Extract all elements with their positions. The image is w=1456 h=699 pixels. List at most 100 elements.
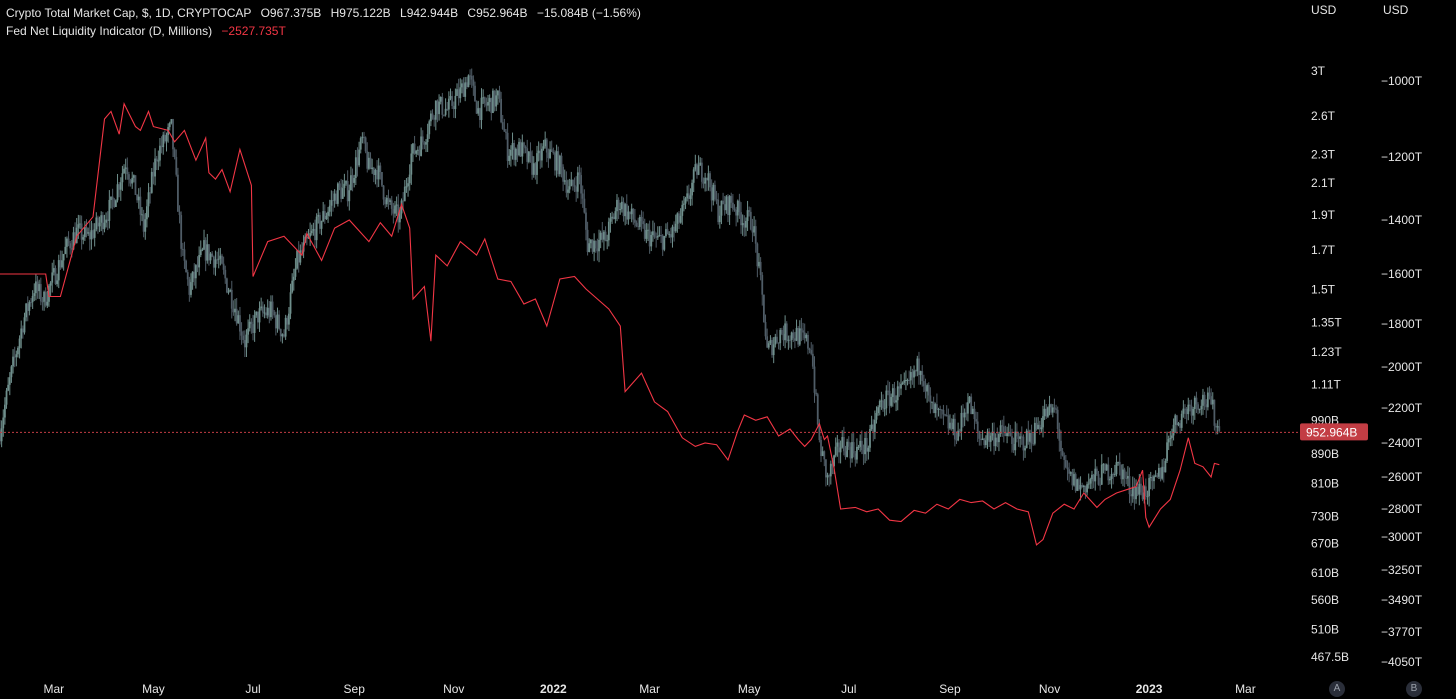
candle-body (1074, 474, 1077, 491)
candle-body (1056, 409, 1059, 429)
time-axis-tick-label: Mar (639, 682, 660, 696)
time-axis[interactable]: Mar May Jul Sep Nov 2022 Mar May Jul Sep Nov 2023 Ma… (44, 682, 1256, 696)
scale-b-button[interactable]: B (1406, 681, 1422, 697)
candle-body (852, 442, 855, 454)
candle-body (248, 321, 251, 329)
candle-body (1102, 464, 1105, 466)
candle-body (909, 372, 912, 381)
candle-body (939, 409, 942, 411)
candle-body (825, 459, 827, 478)
candle-body (15, 354, 18, 357)
candle-body (1109, 478, 1111, 481)
candle-body (958, 430, 961, 432)
candle-body (289, 292, 292, 314)
candle-body (279, 329, 282, 337)
candle-body (771, 340, 773, 356)
candle-body (203, 240, 205, 250)
candle-body (776, 336, 778, 343)
candle-body (495, 95, 498, 107)
candle-body (1118, 461, 1121, 465)
candle-body (630, 208, 633, 215)
candle-body (963, 412, 966, 418)
candle-body (1184, 408, 1186, 410)
candle-body (163, 134, 166, 142)
indicator-legend[interactable]: Fed Net Liquidity Indicator (D, Millions… (6, 22, 641, 40)
candle-body (490, 98, 493, 113)
candle-body (854, 453, 857, 460)
candle-body (66, 238, 68, 247)
candle-body (126, 167, 129, 175)
candle-body (118, 184, 121, 190)
candle-body (1107, 464, 1110, 481)
candle-body (518, 141, 520, 156)
candle-body (994, 437, 997, 447)
candle-body (1151, 477, 1154, 482)
right-indicator-axis[interactable]: −1000T −1200T −1400T −1600T −1800T −2000T −220… (1381, 74, 1423, 669)
candle-body (839, 447, 842, 453)
candle-body (932, 401, 935, 414)
price-axis-tick-label: 2.6T (1311, 109, 1336, 123)
candle-body (314, 228, 316, 241)
candle-body (821, 451, 824, 456)
candle-body (105, 219, 107, 223)
candle-body (589, 239, 592, 244)
candles-layer (0, 68, 1221, 510)
candle-body (400, 200, 403, 214)
candle-body (193, 271, 196, 279)
candle-body (1164, 460, 1167, 473)
candle-body (1017, 436, 1020, 439)
candle-body (229, 289, 232, 292)
candle-body (240, 331, 243, 336)
candle-body (317, 215, 320, 217)
candle-body (717, 199, 720, 223)
time-axis-tick-label: Jul (245, 682, 260, 696)
candle-body (1094, 468, 1097, 482)
candle-body (266, 307, 269, 316)
candle-body (807, 334, 809, 349)
candle-body (1071, 472, 1074, 486)
main-series-legend[interactable]: Crypto Total Market Cap, $, 1D, CRYPTOCA… (6, 4, 641, 22)
candle-body (1122, 469, 1124, 480)
candle-body (957, 430, 960, 441)
candle-body (131, 177, 134, 184)
candle-body (674, 223, 677, 232)
candle-body (759, 261, 762, 276)
candle-body (49, 282, 52, 286)
candle-body (70, 248, 73, 250)
candle-body (1105, 464, 1108, 471)
candle-body (811, 353, 814, 367)
candle-body (727, 196, 729, 216)
candle-body (984, 440, 987, 446)
candle-body (56, 280, 59, 285)
candle-body (501, 122, 504, 129)
left-price-axis[interactable]: 3T 2.6T 2.3T 2.1T 1.9T 1.7T 1.5T 1.35T 1.23T 1.11… (1311, 64, 1349, 664)
candle-body (327, 211, 329, 216)
auto-scale-button[interactable]: A (1329, 681, 1345, 697)
indicator-axis-tick-label: −3000T (1381, 530, 1423, 544)
candle-body (434, 100, 437, 120)
candle-body (108, 199, 111, 221)
candle-body (953, 418, 956, 440)
candle-body (730, 196, 733, 203)
candle-body (447, 98, 450, 110)
candle-body (895, 400, 898, 403)
candle-body (358, 149, 360, 166)
time-axis-tick-label: 2023 (1136, 682, 1163, 696)
candle-body (700, 162, 703, 182)
candle-body (177, 174, 179, 212)
candle-body (882, 400, 884, 409)
high-value: H975.122B (330, 6, 391, 20)
candle-body (1157, 467, 1160, 477)
candle-body (687, 193, 690, 199)
candle-body (100, 215, 103, 223)
candle-body (988, 431, 991, 442)
candle-body (39, 284, 42, 302)
candle-body (398, 213, 401, 223)
candle-body (374, 169, 377, 176)
candle-body (901, 382, 904, 385)
candle-body (1146, 496, 1149, 498)
candle-body (671, 226, 674, 238)
candle-body (137, 196, 140, 201)
candle-body (1190, 405, 1193, 416)
